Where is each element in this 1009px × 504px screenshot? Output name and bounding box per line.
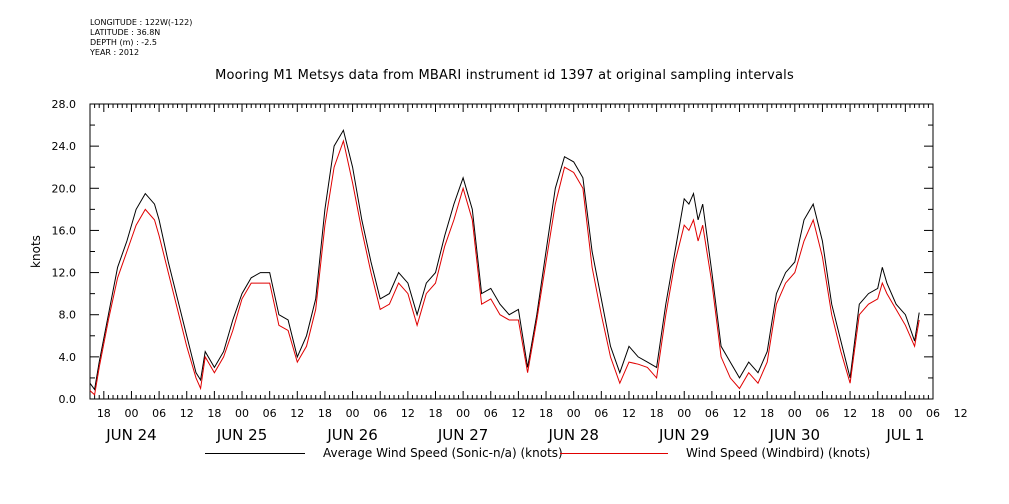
legend-label-average-wind: Average Wind Speed (Sonic-n/a) (knots) [323, 446, 563, 460]
y-tick-label: 0.0 [59, 393, 77, 406]
x-hour-label: 12 [843, 407, 857, 420]
x-hour-label: 18 [207, 407, 221, 420]
metadata-block: LONGITUDE : 122W(-122) LATITUDE : 36.8N … [90, 18, 192, 58]
x-hour-label: 00 [346, 407, 360, 420]
meta-latitude: LATITUDE : 36.8N [90, 28, 161, 37]
y-tick-label: 24.0 [52, 140, 77, 153]
series-line-average-wind [89, 128, 920, 391]
x-hour-label: 12 [733, 407, 747, 420]
y-tick-label: 16.0 [52, 224, 77, 237]
x-hour-label: 06 [263, 407, 277, 420]
x-hour-label: 06 [484, 407, 498, 420]
x-day-label: JUN 25 [216, 426, 267, 444]
x-day-label: JUN 27 [437, 426, 488, 444]
x-hour-label: 18 [871, 407, 885, 420]
x-hour-label: 12 [401, 407, 415, 420]
x-hour-label: 00 [898, 407, 912, 420]
y-tick-label: 28.0 [52, 98, 77, 111]
plot-frame [89, 103, 934, 400]
x-hour-label: 18 [760, 407, 774, 420]
legend-swatch-black [205, 452, 305, 454]
x-hour-label: 18 [97, 407, 111, 420]
x-hour-label: 18 [428, 407, 442, 420]
x-hour-label: 12 [954, 407, 968, 420]
legend-item-windbird: Wind Speed (Windbird) (knots) [560, 446, 870, 460]
x-hour-label: 00 [456, 407, 470, 420]
x-hour-label: 18 [650, 407, 664, 420]
x-hour-label: 06 [594, 407, 608, 420]
x-day-label: JUN 28 [547, 426, 598, 444]
x-hour-label: 06 [705, 407, 719, 420]
x-hour-label: 06 [373, 407, 387, 420]
x-hour-label: 06 [926, 407, 940, 420]
x-hour-label: 00 [124, 407, 138, 420]
x-hour-label: 06 [152, 407, 166, 420]
x-hour-label: 00 [235, 407, 249, 420]
meta-longitude: LONGITUDE : 122W(-122) [90, 18, 193, 27]
y-tick-label: 4.0 [59, 351, 77, 364]
x-day-label: JUN 29 [658, 426, 709, 444]
x-hour-label: 06 [815, 407, 829, 420]
meta-year: YEAR : 2012 [90, 48, 140, 57]
x-day-label: JUN 30 [769, 426, 820, 444]
x-day-label: JUN 24 [105, 426, 156, 444]
y-tick-label: 20.0 [52, 182, 77, 195]
meta-depth: DEPTH (m) : -2.5 [90, 38, 157, 47]
x-hour-label: 00 [788, 407, 802, 420]
x-hour-label: 12 [622, 407, 636, 420]
x-hour-label: 00 [677, 407, 691, 420]
x-hour-label: 12 [511, 407, 525, 420]
chart-title: Mooring M1 Metsys data from MBARI instru… [215, 68, 794, 83]
y-tick-label: 8.0 [59, 309, 77, 322]
x-hour-label: 00 [567, 407, 581, 420]
legend-item-average-wind: Average Wind Speed (Sonic-n/a) (knots) [205, 446, 563, 460]
legend: Average Wind Speed (Sonic-n/a) (knots) W… [0, 446, 1009, 462]
x-day-label: JUN 26 [326, 426, 377, 444]
series-line-windbird [89, 139, 920, 396]
legend-label-windbird: Wind Speed (Windbird) (knots) [686, 446, 871, 460]
x-hour-label: 18 [318, 407, 332, 420]
x-hour-label: 12 [290, 407, 304, 420]
x-hour-label: 12 [180, 407, 194, 420]
x-hour-label: 18 [539, 407, 553, 420]
y-axis-label: knots [29, 235, 43, 268]
x-day-label: JUL 1 [885, 426, 924, 444]
legend-swatch-red [560, 452, 668, 454]
y-tick-label: 12.0 [52, 267, 77, 280]
